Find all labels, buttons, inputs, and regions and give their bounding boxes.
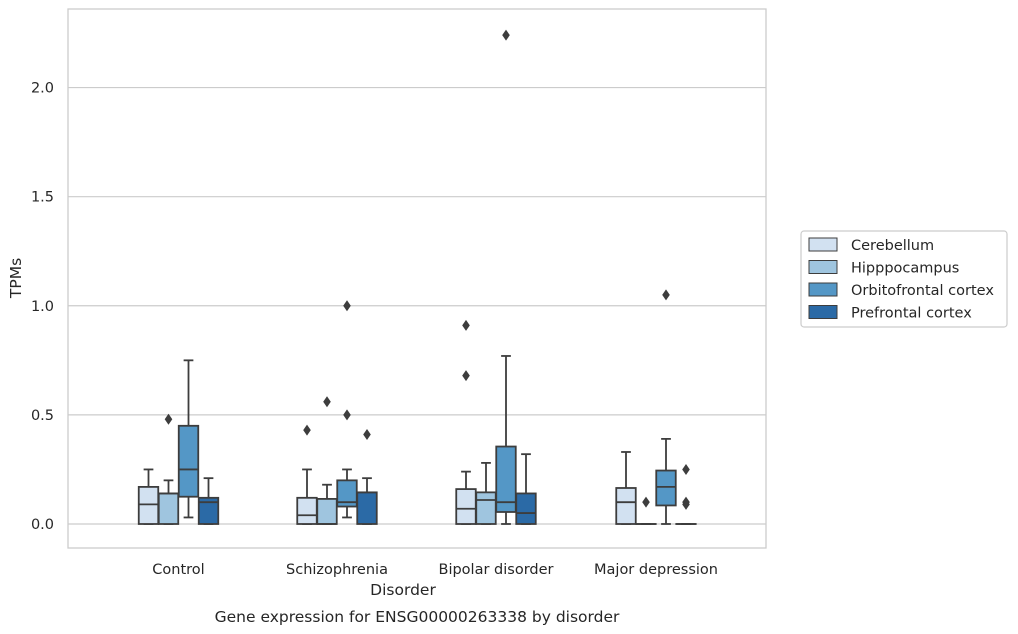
x-tick-labels: Control Schizophrenia Bipolar disorder Majo… [152, 562, 718, 578]
legend: Cerebellum Hipppocampus Orbitofrontal cort… [800, 230, 1008, 328]
box-body [615, 487, 637, 525]
box-1-2 [336, 300, 358, 519]
x-tick-label: Control [152, 562, 204, 578]
box-3-0 [615, 451, 637, 525]
outlier-point [343, 409, 351, 421]
outlier-point [363, 429, 371, 441]
x-tick-label: Major depression [594, 562, 718, 578]
legend-swatch [808, 305, 838, 319]
x-axis-label: Disorder [370, 581, 436, 599]
legend-label: Hipppocampus [851, 261, 959, 277]
legend-swatch [808, 237, 838, 252]
box-body [137, 485, 160, 525]
y-tick-label: 1.0 [31, 299, 54, 315]
outlier-point [502, 29, 510, 41]
box-2-3 [515, 453, 537, 525]
legend-label: Orbitofrontal cortex [851, 283, 994, 299]
outlier-point [323, 396, 331, 408]
legend-swatch [808, 282, 838, 297]
outlier-point [164, 413, 173, 425]
outlier-point [343, 300, 351, 312]
legend-label: Cerebellum [851, 238, 934, 254]
box-3-1 [635, 496, 657, 525]
box-2-2 [495, 29, 517, 525]
legend-swatch [808, 260, 838, 274]
y-tick-label: 0.5 [31, 408, 54, 424]
outlier-point [662, 289, 670, 301]
box-0-3 [197, 477, 220, 525]
outlier-point [682, 463, 690, 475]
box-body [177, 424, 200, 498]
outlier-point [642, 496, 650, 508]
box-body [296, 496, 318, 525]
box-body [157, 492, 180, 525]
plot-boxes [137, 29, 697, 525]
box-1-3 [356, 429, 378, 525]
box-body [316, 498, 338, 525]
y-tick-labels: 0.0 0.5 1.0 1.5 2.0 [31, 81, 54, 533]
plot-frame [67, 8, 767, 549]
box-body [495, 445, 517, 513]
y-tick-label: 1.5 [31, 190, 54, 206]
x-tick-label: Bipolar disorder [439, 562, 554, 578]
outlier-point [462, 319, 470, 331]
box-0-1 [157, 413, 180, 525]
box-body [655, 469, 677, 507]
box-1-1 [316, 396, 338, 525]
box-2-1 [475, 461, 497, 525]
y-axis-label: TPMs [7, 258, 25, 299]
y-tick-label: 0.0 [31, 517, 54, 533]
outlier-point [462, 370, 470, 382]
box-body [475, 491, 497, 525]
box-body [455, 488, 477, 525]
box-body [197, 496, 220, 525]
chart-caption: Gene expression for ENSG00000263338 by d… [215, 608, 620, 626]
box-body [515, 492, 537, 525]
box-3-3 [675, 463, 697, 525]
x-tick-label: Schizophrenia [286, 562, 388, 578]
outlier-point [303, 424, 311, 436]
box-3-2 [655, 289, 677, 525]
box-0-2 [177, 359, 200, 519]
legend-label: Prefrontal cortex [851, 306, 972, 322]
box-body [356, 491, 378, 525]
box-0-0 [137, 468, 160, 525]
outlier-point [682, 498, 690, 510]
legend-frame [800, 230, 1008, 328]
y-tick-label: 2.0 [31, 81, 54, 97]
